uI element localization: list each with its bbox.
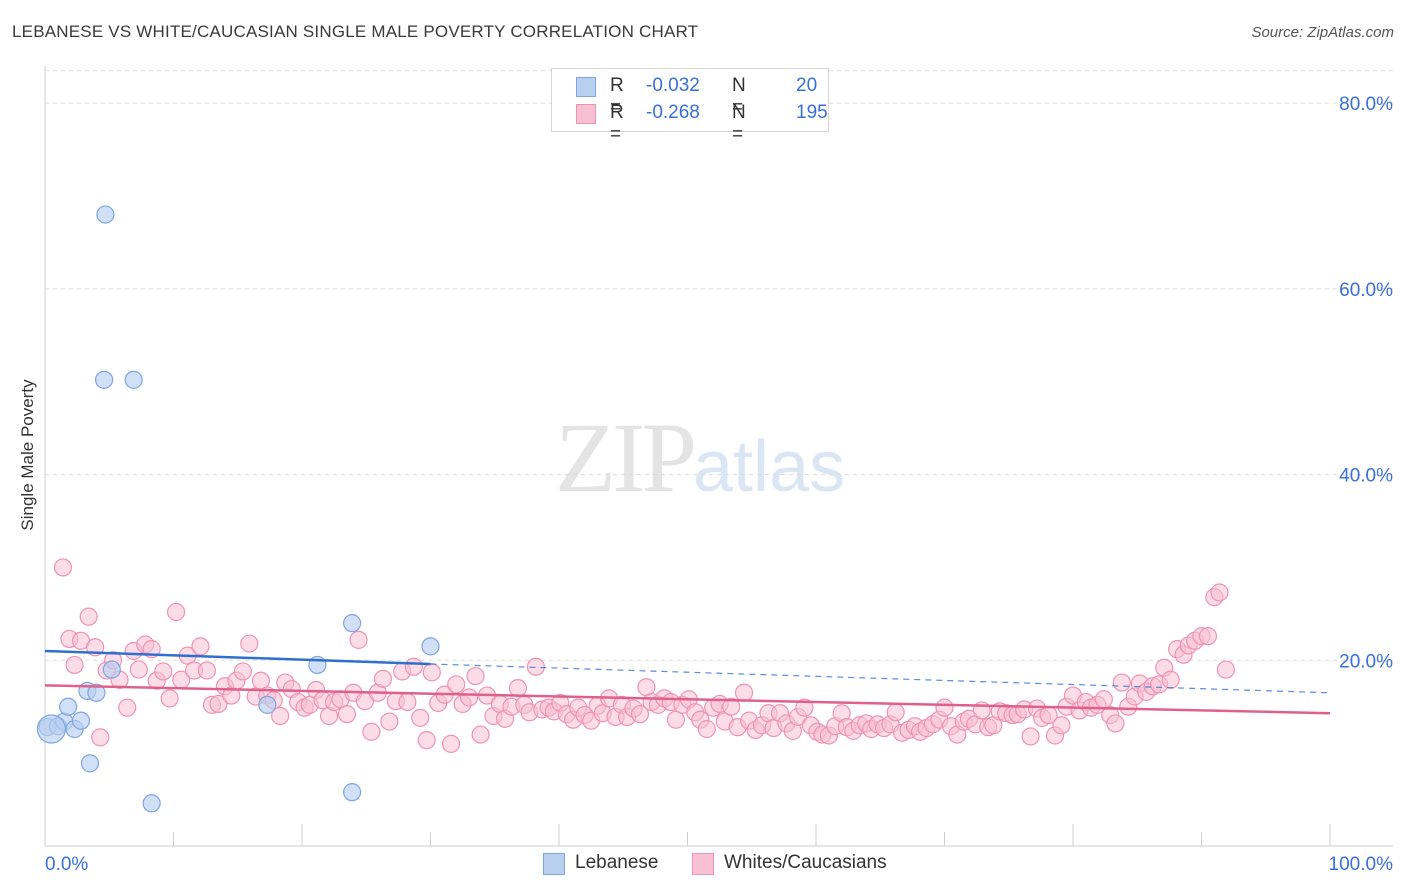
point-whites — [722, 697, 741, 716]
point-whites — [1210, 583, 1229, 602]
point-whites — [886, 703, 905, 722]
point-whites — [422, 663, 441, 682]
point-whites — [417, 731, 436, 750]
x-tick-label: 0.0% — [45, 854, 88, 875]
point-lebanese — [343, 783, 362, 802]
n-value: 195 — [796, 102, 828, 123]
point-whites — [1112, 673, 1131, 692]
r-label: R = — [610, 102, 624, 145]
point-whites — [1198, 627, 1218, 646]
point-whites — [79, 607, 98, 626]
point-whites — [935, 698, 954, 717]
point-whites — [129, 660, 148, 679]
point-whites — [337, 705, 357, 724]
chart-title: LEBANESE VS WHITE/CAUCASIAN SINGLE MALE … — [12, 22, 699, 41]
point-lebanese — [343, 614, 362, 633]
swatch-lebanese — [576, 77, 596, 97]
n-label: N = — [732, 102, 746, 145]
point-whites — [166, 602, 186, 622]
point-whites — [404, 657, 423, 676]
trend-line-lebanese-extension — [430, 663, 1331, 694]
point-lebanese — [36, 714, 67, 744]
point-whites — [1216, 660, 1236, 679]
point-whites — [459, 688, 479, 707]
point-lebanese — [102, 660, 121, 679]
point-lebanese — [71, 711, 91, 730]
point-whites — [1052, 716, 1071, 735]
source-label: Source: ZipAtlas.com — [1251, 24, 1394, 41]
point-whites — [1161, 670, 1180, 689]
point-whites — [362, 722, 381, 741]
point-whites — [240, 634, 259, 653]
legend-label-whites: Whites/Caucasians — [724, 852, 887, 873]
point-lebanese — [258, 695, 277, 714]
y-tick-label: 80.0% — [1339, 94, 1393, 115]
point-whites — [508, 679, 527, 698]
point-whites — [441, 734, 461, 753]
trend-lines — [44, 649, 1331, 715]
trend-line-whites — [44, 684, 1331, 715]
legend-swatch-lebanese — [543, 853, 565, 875]
point-whites — [191, 637, 210, 656]
swatch-whites — [576, 104, 596, 124]
n-label: N = — [732, 75, 746, 118]
point-whites — [91, 728, 110, 747]
series-lebanese — [36, 205, 440, 813]
n-value: 20 — [796, 75, 818, 96]
point-whites — [349, 630, 368, 649]
y-tick-label: 20.0% — [1339, 651, 1393, 672]
grid-lines — [45, 70, 1393, 661]
point-whites — [53, 558, 73, 577]
point-whites — [118, 698, 137, 717]
point-lebanese — [87, 683, 106, 702]
point-whites — [795, 698, 814, 717]
point-lebanese — [59, 697, 78, 716]
point-lebanese — [421, 637, 440, 656]
watermark-zip: ZIP — [555, 402, 697, 513]
correlation-legend: R = -0.032 N = 20 R = -0.268 N = 195 — [551, 68, 829, 145]
legend-label-lebanese: Lebanese — [575, 852, 659, 873]
point-whites — [398, 692, 417, 712]
point-lebanese — [95, 370, 114, 389]
point-whites — [233, 662, 252, 681]
point-whites — [160, 689, 179, 708]
point-whites — [630, 705, 650, 724]
point-whites — [411, 708, 430, 727]
tick-labels: 20.0% 40.0% 60.0% 80.0% 0.0% 100.0% — [45, 94, 1393, 875]
point-whites — [197, 661, 217, 680]
point-whites — [154, 662, 173, 681]
point-whites — [471, 725, 490, 744]
point-whites — [697, 719, 716, 739]
y-tick-label: 40.0% — [1339, 466, 1393, 487]
point-whites — [1021, 727, 1040, 746]
y-tick-label: 60.0% — [1339, 280, 1393, 301]
point-lebanese — [124, 370, 143, 389]
point-whites — [1106, 714, 1125, 733]
point-whites — [271, 706, 290, 726]
trend-line-lebanese — [44, 649, 431, 666]
r-label: R = — [610, 75, 624, 118]
watermark-atlas: atlas — [693, 427, 846, 507]
point-whites — [373, 669, 393, 688]
point-lebanese — [80, 754, 100, 773]
r-value: -0.268 — [646, 102, 700, 123]
watermark: ZIPatlas — [555, 400, 845, 515]
r-value: -0.032 — [646, 75, 700, 96]
point-whites — [209, 694, 228, 714]
point-whites — [1094, 690, 1113, 709]
point-lebanese — [142, 794, 161, 813]
x-tick-label: 100.0% — [1329, 854, 1394, 875]
point-whites — [447, 675, 466, 694]
point-whites — [734, 683, 754, 702]
point-whites — [466, 666, 485, 686]
series-whites-caucasians — [53, 558, 1236, 753]
point-lebanese — [96, 205, 115, 224]
point-whites — [380, 712, 399, 731]
axes — [44, 66, 1393, 847]
legend-swatch-whites — [692, 853, 714, 875]
point-whites — [526, 657, 545, 676]
point-whites — [65, 655, 84, 675]
